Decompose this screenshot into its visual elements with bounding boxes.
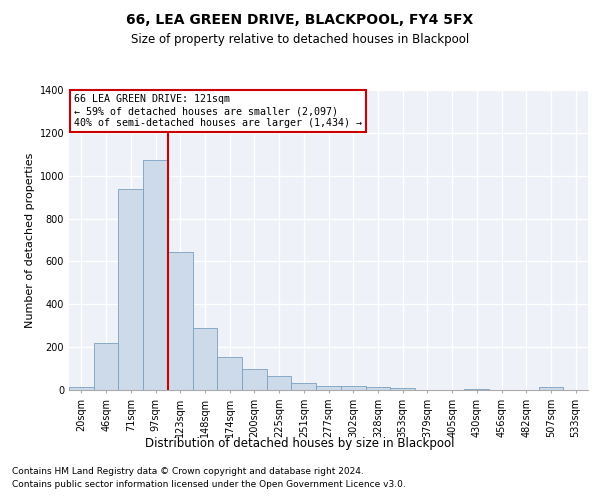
Bar [118,188,143,390]
Bar [292,382,316,390]
Bar [143,160,168,390]
Bar [390,388,415,390]
Bar [69,387,94,390]
Text: Contains HM Land Registry data © Crown copyright and database right 2024.: Contains HM Land Registry data © Crown c… [12,468,364,476]
Bar [365,388,390,390]
Text: Contains public sector information licensed under the Open Government Licence v3: Contains public sector information licen… [12,480,406,489]
Bar [94,343,118,390]
Bar [539,387,563,390]
Bar [464,389,489,390]
Y-axis label: Number of detached properties: Number of detached properties [25,152,35,328]
Bar [168,252,193,390]
Bar [217,357,242,390]
Bar [267,376,292,390]
Text: 66, LEA GREEN DRIVE, BLACKPOOL, FY4 5FX: 66, LEA GREEN DRIVE, BLACKPOOL, FY4 5FX [127,12,473,26]
Text: Size of property relative to detached houses in Blackpool: Size of property relative to detached ho… [131,32,469,46]
Bar [316,386,341,390]
Bar [341,386,365,390]
Bar [193,328,217,390]
Bar [242,368,267,390]
Text: Distribution of detached houses by size in Blackpool: Distribution of detached houses by size … [145,438,455,450]
Text: 66 LEA GREEN DRIVE: 121sqm
← 59% of detached houses are smaller (2,097)
40% of s: 66 LEA GREEN DRIVE: 121sqm ← 59% of deta… [74,94,362,128]
